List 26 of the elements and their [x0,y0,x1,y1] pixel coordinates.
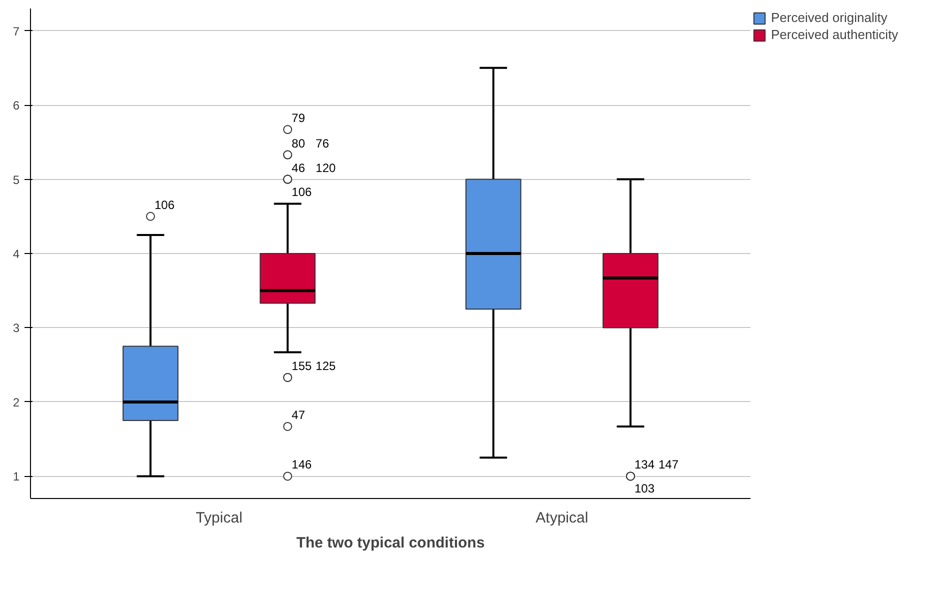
y-tick-label: 3 [12,321,20,336]
annotation: 106 [154,198,175,212]
x-axis-title: The two typical conditions [296,534,485,552]
annotation: 155 [292,358,312,373]
annotation: 106 [292,184,312,199]
annotation: 103 [634,482,655,496]
legend-label: Perceived authenticity [771,27,898,42]
annotation: 125 [316,358,336,373]
annotation: 120 [316,160,336,175]
annotation: 134 [634,458,655,472]
y-tick-label: 5 [12,172,20,187]
annotation: 47 [292,408,306,422]
y-tick-label: 7 [12,24,20,38]
legend-label: Perceived originality [771,10,888,25]
annotation: 147 [658,458,679,472]
y-tick-label: 4 [12,247,20,261]
annotation: 46 [292,160,306,175]
y-tick-label: 2 [12,395,20,410]
annotation: 76 [316,136,330,150]
x-tick-label: Atypical [536,510,588,526]
y-tick-label: 6 [12,98,20,113]
annotation: 79 [292,111,306,126]
annotation: 80 [292,136,306,150]
y-tick-label: 1 [12,470,20,484]
annotation: 146 [292,458,312,472]
x-tick-label: Typical [196,510,242,526]
